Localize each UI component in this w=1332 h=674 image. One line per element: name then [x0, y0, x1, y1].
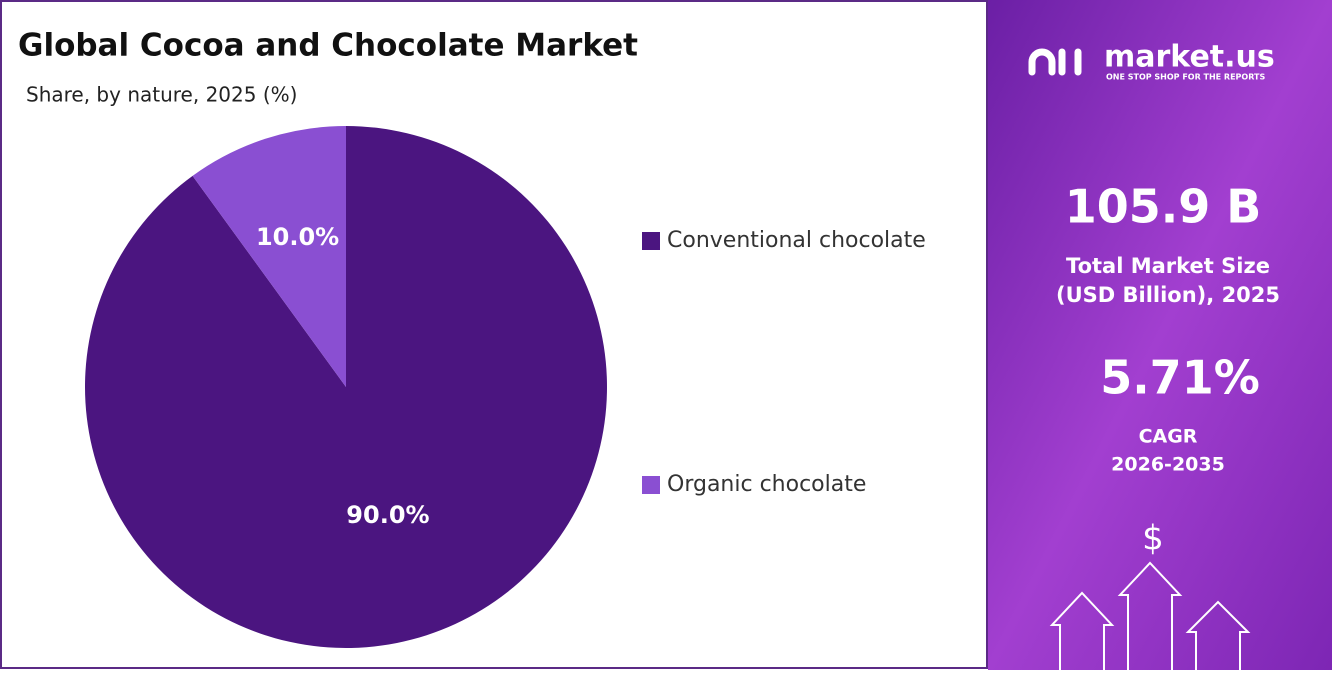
- value-label: 10.0%: [256, 223, 339, 251]
- chart-title: Global Cocoa and Chocolate Market: [18, 28, 638, 64]
- cagr-label: CAGR: [1139, 426, 1198, 448]
- cagr-label: 2026-2035: [1111, 454, 1225, 476]
- legend-swatch: [642, 476, 660, 494]
- arrows: [1049, 561, 1251, 670]
- market-size-label: Total Market Size: [1066, 254, 1270, 278]
- pie-slice: [192, 126, 346, 387]
- cagr: 5.71%: [1100, 351, 1260, 405]
- tagline: ONE STOP SHOP FOR THE REPORTS: [1106, 73, 1265, 82]
- market-size-label: (USD Billion), 2025: [1056, 283, 1280, 307]
- side-panel: [988, 0, 1332, 670]
- dollar-icon: $: [1142, 519, 1164, 559]
- market-size: 105.9 B: [1065, 180, 1262, 234]
- brand: market.us: [1104, 40, 1275, 75]
- logo: [1028, 48, 1082, 76]
- legend-label: Organic chocolate: [667, 472, 866, 497]
- value-label: 90.0%: [346, 501, 429, 529]
- chart-subtitle: Share, by nature, 2025 (%): [26, 83, 297, 107]
- legend-swatch: [642, 232, 660, 250]
- pie-slice: [84, 126, 607, 648]
- legend-label: Conventional chocolate: [667, 228, 926, 253]
